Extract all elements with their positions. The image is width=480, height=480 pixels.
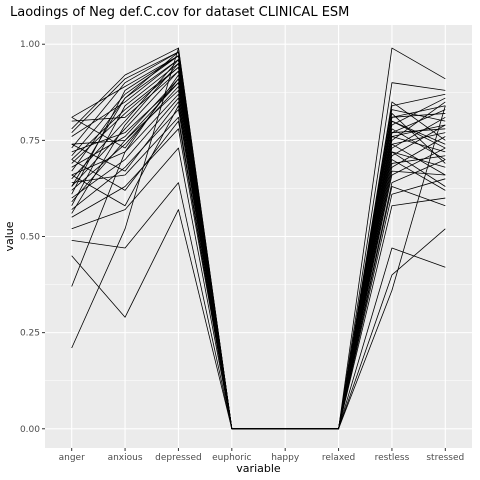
y-tick-label: 1.00 bbox=[20, 40, 40, 50]
x-tick-label: relaxed bbox=[322, 453, 355, 463]
y-axis-ticks: 0.00 0.25 0.50 0.75 1.00 bbox=[20, 40, 45, 435]
chart-title: Laodings of Neg def.C.cov for dataset CL… bbox=[10, 5, 349, 20]
x-tick-label: happy bbox=[271, 453, 300, 463]
y-tick-label: 0.00 bbox=[20, 425, 40, 435]
x-tick-label: stressed bbox=[426, 453, 464, 463]
y-axis-title: value bbox=[3, 221, 16, 251]
series-lines bbox=[71, 47, 446, 430]
x-tick-label: anxious bbox=[108, 453, 143, 463]
x-axis-ticks: anger anxious depressed euphoric happy relaxe… bbox=[59, 448, 464, 463]
y-tick-label: 0.25 bbox=[20, 329, 40, 339]
x-tick-label: euphoric bbox=[212, 453, 251, 463]
series-line-35 bbox=[71, 51, 446, 430]
x-tick-label: anger bbox=[59, 453, 85, 463]
y-tick-label: 0.75 bbox=[20, 136, 40, 146]
x-axis-title: variable bbox=[236, 462, 281, 475]
x-tick-label: restless bbox=[375, 453, 410, 463]
y-tick-label: 0.50 bbox=[20, 233, 40, 243]
x-tick-label: depressed bbox=[155, 453, 202, 463]
